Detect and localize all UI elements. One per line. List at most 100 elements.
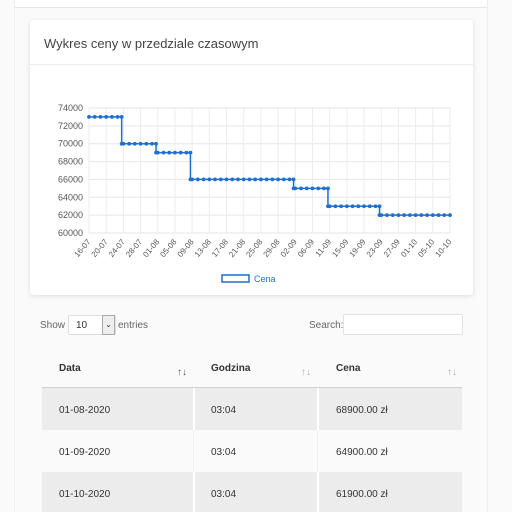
data-point [419, 213, 424, 218]
x-tick-label: 01-10 [399, 237, 419, 259]
data-point [448, 213, 452, 218]
data-point [304, 186, 309, 191]
x-tick-label: 21-08 [227, 237, 247, 259]
data-point [322, 186, 326, 191]
data-point [276, 177, 280, 182]
data-point [373, 204, 378, 209]
table-row: 01-10-2020 03:04 61900.00 zł [42, 472, 462, 512]
data-point [207, 177, 212, 182]
data-point [379, 213, 384, 218]
data-point [127, 141, 132, 146]
column-header-data[interactable]: Data [59, 363, 81, 374]
data-point [173, 150, 177, 155]
data-point [281, 177, 286, 182]
data-point [150, 141, 154, 146]
data-point [413, 213, 418, 218]
x-tick-label: 09-08 [176, 237, 196, 259]
chart-card: Wykres ceny w przedziale czasowym 74000 7… [30, 20, 473, 295]
data-point [188, 150, 193, 155]
table-row: 01-09-2020 03:04 64900.00 zł [42, 430, 462, 472]
data-point [161, 150, 166, 155]
data-point [385, 213, 389, 218]
content-border-right [487, 0, 488, 512]
data-point [213, 177, 217, 182]
data-point [247, 177, 252, 182]
x-tick-label: 05-10 [416, 237, 436, 259]
table-controls: Show 10 ⌄ entries Search: [40, 314, 464, 336]
data-point [310, 186, 315, 191]
x-tick-label: 23-09 [365, 237, 385, 259]
cell-data: 01-10-2020 [59, 489, 111, 500]
data-point [178, 150, 183, 155]
legend-label: Cena [254, 274, 276, 284]
table-row: 01-08-2020 03:04 68900.00 zł [42, 388, 462, 430]
x-tick-label: 01-08 [141, 237, 161, 259]
column-divider [193, 430, 194, 472]
column-header-godzina[interactable]: Godzina [211, 363, 251, 374]
data-point [119, 115, 124, 119]
chart-card-title: Wykres ceny w przedziale czasowym [30, 20, 473, 65]
data-point [350, 204, 355, 209]
data-point [425, 213, 429, 218]
price-chart: 74000 72000 70000 68000 66000 64000 62000 60000… [58, 103, 454, 284]
x-tick-label: 20-07 [90, 237, 110, 259]
data-point [241, 177, 246, 182]
data-point [367, 204, 372, 209]
data-point [218, 177, 223, 182]
data-point [115, 115, 120, 119]
data-point [104, 115, 109, 119]
sort-icon[interactable]: ↑↓ [447, 367, 457, 378]
x-tick-label: 29-08 [262, 237, 282, 259]
sort-icon[interactable]: ↑↓ [177, 367, 187, 378]
column-divider [193, 472, 195, 512]
series-line-cena [89, 116, 450, 216]
chevron-down-icon[interactable]: ⌄ [102, 315, 115, 335]
data-point [407, 213, 412, 218]
sort-icon[interactable]: ↑↓ [301, 367, 311, 378]
data-point [442, 213, 447, 218]
y-tick-label: 70000 [58, 139, 83, 149]
column-divider [317, 472, 319, 512]
data-point [396, 213, 401, 218]
data-point [362, 204, 366, 209]
cell-godzina: 03:04 [211, 489, 237, 500]
data-point [87, 115, 91, 119]
data-point [430, 213, 435, 218]
x-tick-label: 11-09 [314, 237, 334, 258]
data-point [138, 141, 143, 146]
x-tick-label: 16-07 [72, 237, 92, 259]
data-point [390, 213, 395, 218]
table-header-row: Data ↑↓ Godzina ↑↓ Cena ↑↓ [42, 346, 462, 388]
x-tick-label: 24-07 [107, 237, 127, 259]
legend-swatch [221, 274, 250, 283]
y-tick-label: 66000 [58, 174, 83, 184]
entries-select[interactable]: 10 ⌄ [68, 315, 116, 335]
cell-godzina: 03:04 [211, 405, 237, 416]
y-tick-label: 68000 [58, 157, 83, 167]
data-point [224, 177, 229, 182]
data-point [167, 150, 172, 155]
x-tick-label: 25-08 [244, 237, 264, 259]
cell-cena: 68900.00 zł [336, 405, 388, 416]
data-point [356, 204, 361, 209]
column-header-cena[interactable]: Cena [336, 363, 361, 374]
data-point [377, 204, 382, 209]
data-point [326, 186, 330, 191]
data-point [291, 177, 296, 182]
data-point [259, 177, 263, 182]
data-point [144, 141, 149, 146]
x-tick-label: 05-08 [158, 237, 178, 259]
x-tick-label: 10-10 [433, 237, 453, 259]
column-divider [317, 388, 319, 430]
x-tick-label: 19-09 [348, 237, 368, 259]
data-point [316, 186, 321, 191]
search-input[interactable] [343, 314, 463, 335]
data-point [230, 177, 235, 182]
data-point [327, 204, 332, 209]
cell-cena: 61900.00 zł [336, 489, 388, 500]
data-point [98, 115, 103, 119]
x-tick-label: 13-08 [193, 237, 213, 259]
data-point [195, 177, 200, 182]
top-strip [14, 0, 488, 8]
